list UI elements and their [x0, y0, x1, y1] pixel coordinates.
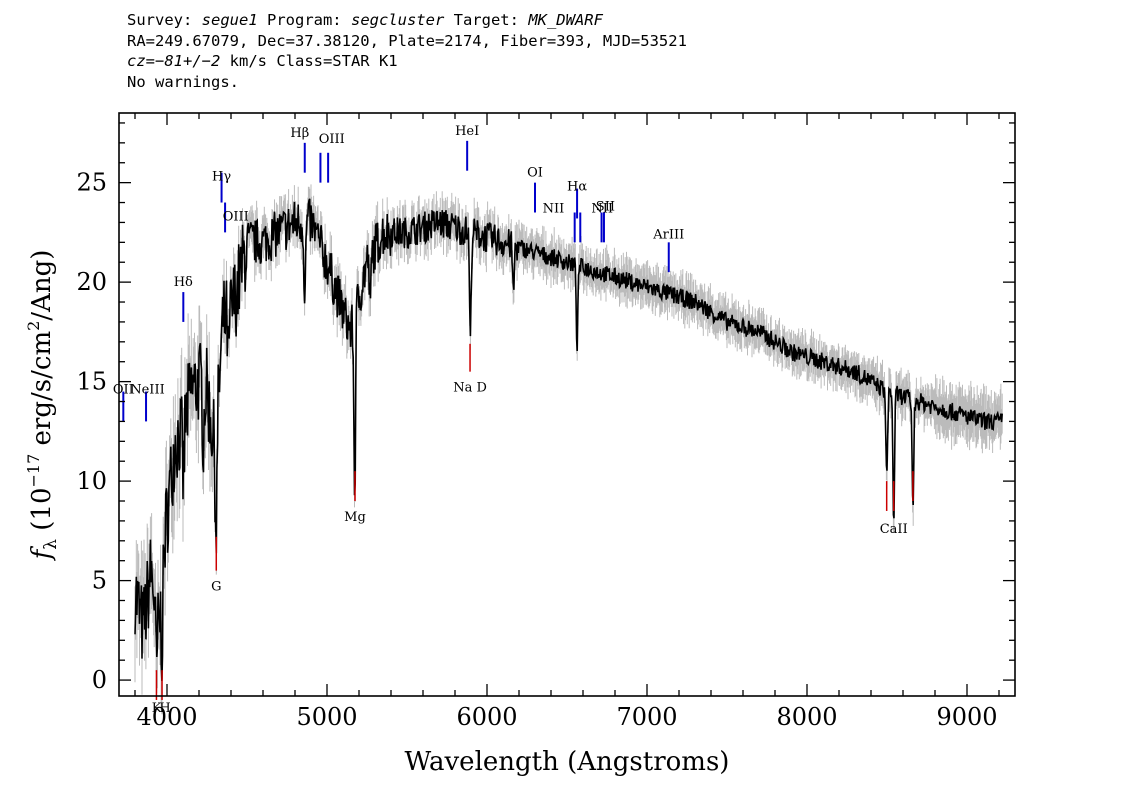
y-axis-title-sub: λ — [41, 539, 61, 550]
header-line-warnings: No warnings. — [127, 72, 239, 91]
x-axis-title: Wavelength (Angstroms) — [405, 747, 730, 777]
absorption-line-label: K — [152, 701, 162, 716]
x-tick-label: 4000 — [136, 703, 197, 731]
flux-series-line — [134, 198, 1003, 682]
cz-label: cz= — [127, 52, 155, 70]
header-line-coordinates: RA=249.67079, Dec=37.38120, Plate=2174, … — [127, 31, 687, 50]
y-tick-label: 5 — [92, 567, 107, 595]
tick-labels: 4000 5000 6000 7000 8000 9000 0 5 10 15 20 25 — [76, 169, 997, 731]
class-text: km/s Class=STAR K1 — [220, 52, 398, 70]
emission-line-label: HeI — [455, 124, 479, 139]
y-axis-title-rest: (10 — [27, 487, 57, 539]
emission-line-label: OI — [527, 166, 543, 181]
y-axis-title-end: /Ang) — [27, 250, 57, 321]
survey-label: Survey: — [127, 11, 202, 29]
survey-value: segue1 — [201, 11, 258, 29]
emission-line-label: NII — [591, 201, 613, 216]
y-tick-label: 15 — [76, 368, 107, 396]
plot-frame — [118, 112, 1016, 697]
emission-line-label: Hα — [567, 180, 587, 195]
emission-line-label: OIII — [223, 209, 249, 224]
absorption-line-label: Mg — [344, 510, 366, 525]
header-line-redshift: cz=−81+/−2 km/s Class=STAR K1 — [127, 51, 687, 72]
program-value: segcluster — [350, 11, 445, 29]
axis-ticks — [119, 113, 1015, 696]
y-tick-label: 0 — [92, 666, 107, 694]
x-tick-label: 7000 — [616, 703, 677, 731]
emission-line-label: Hβ — [290, 126, 309, 141]
absorption-line-label: Na D — [453, 381, 487, 396]
emission-line-label: Hγ — [212, 170, 231, 185]
y-axis-title-units: erg/s/cm — [27, 331, 57, 454]
target-value: MK_DWARF — [528, 11, 603, 29]
header-line-survey: Survey: segue1 Program: segcluster Targe… — [127, 10, 687, 31]
y-axis-title-exp: −17 — [24, 454, 43, 488]
y-axis-title: fλ (10−17 erg/s/cm2/Ang) — [24, 250, 61, 562]
spectrum-group — [134, 184, 1003, 715]
emission-line-label: OIII — [319, 132, 345, 147]
emission-line-label: SII — [596, 199, 615, 214]
emission-line-label: OII — [113, 383, 134, 398]
emission-line-label: NII — [543, 201, 565, 216]
absorption-line-label: CaII — [880, 522, 908, 537]
spectrum-header: Survey: segue1 Program: segcluster Targe… — [127, 10, 687, 92]
x-tick-label: 5000 — [296, 703, 357, 731]
cz-value: −81+/−2 — [155, 52, 221, 70]
y-tick-label: 10 — [76, 467, 107, 495]
x-tick-label: 9000 — [936, 703, 997, 731]
program-label: Program: — [257, 11, 351, 29]
absorption-line-label: H — [159, 701, 170, 716]
x-tick-label: 8000 — [776, 703, 837, 731]
y-tick-label: 20 — [76, 268, 107, 296]
emission-line-label: NeIII — [130, 383, 164, 398]
emission-line-label: ArIII — [652, 227, 684, 242]
x-tick-label: 6000 — [456, 703, 517, 731]
emission-line-label: Hδ — [174, 275, 193, 290]
y-axis-title-exp2: 2 — [24, 321, 43, 331]
y-tick-label: 25 — [76, 169, 107, 197]
absorption-line-label: G — [211, 580, 221, 595]
target-label: Target: — [444, 11, 529, 29]
